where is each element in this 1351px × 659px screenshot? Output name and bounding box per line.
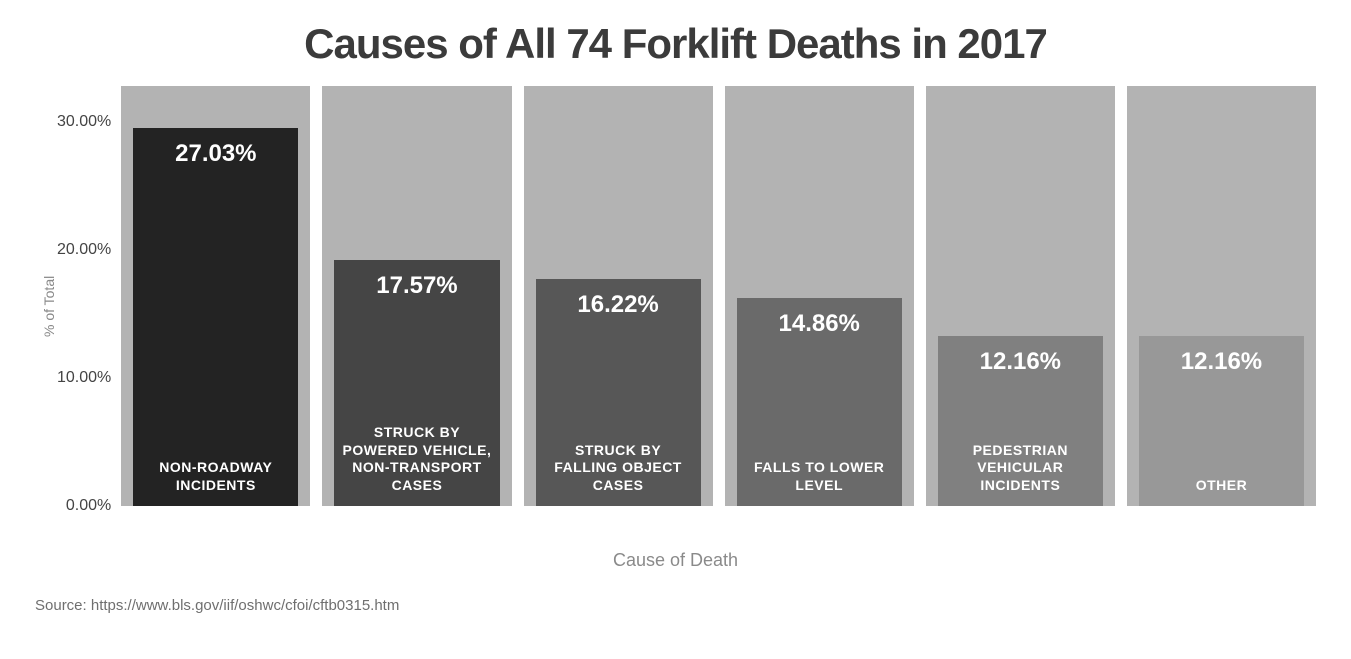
bar: 12.16% OTHER [1139,336,1304,506]
bar-panel: 12.16% OTHER [1127,86,1316,506]
y-axis-ticks: 30.00% 20.00% 10.00% 0.00% [57,106,121,506]
bar-category-label: FALLS TO LOWER LEVEL [745,459,894,494]
bar-value-label: 14.86% [779,310,860,338]
bar: 17.57% STRUCK BY POWERED VEHICLE, NON-TRA… [334,260,499,506]
bar-panel: 27.03% NON-ROADWAY INCIDENTS [121,86,310,506]
y-axis-label: % of Total [35,86,57,526]
bar-category-label: OTHER [1147,477,1296,495]
source-prefix: Source: [35,597,91,614]
source-text: https://www.bls.gov/iif/oshwc/cfoi/cftb0… [91,597,399,614]
y-tick: 0.00% [66,498,111,514]
bar: 12.16% PEDESTRIAN VEHICULAR INCIDENTS [938,336,1103,506]
bar-value-label: 17.57% [376,272,457,300]
bar: 27.03% NON-ROADWAY INCIDENTS [133,128,298,506]
source-line: Source: https://www.bls.gov/iif/oshwc/cf… [35,597,1316,614]
bar-category-label: STRUCK BY POWERED VEHICLE, NON-TRANSPORT… [342,424,491,494]
chart-container: Causes of All 74 Forklift Deaths in 2017… [0,0,1351,659]
bar-panel: 16.22% STRUCK BY FALLING OBJECT CASES [524,86,713,506]
bar-value-label: 27.03% [175,140,256,168]
bar-panel: 14.86% FALLS TO LOWER LEVEL [725,86,914,506]
bar-panel: 17.57% STRUCK BY POWERED VEHICLE, NON-TRA… [322,86,511,506]
bar-category-label: PEDESTRIAN VEHICULAR INCIDENTS [946,442,1095,495]
bar-value-label: 12.16% [980,348,1061,376]
y-tick: 30.00% [57,114,111,130]
chart-title: Causes of All 74 Forklift Deaths in 2017 [35,20,1316,68]
y-tick: 20.00% [57,242,111,258]
bar-category-label: NON-ROADWAY INCIDENTS [141,459,290,494]
bars-area: 27.03% NON-ROADWAY INCIDENTS 17.57% STRUCK … [121,86,1316,506]
y-tick: 10.00% [57,370,111,386]
bar: 16.22% STRUCK BY FALLING OBJECT CASES [536,279,701,506]
bar-value-label: 12.16% [1181,348,1262,376]
x-axis-label: Cause of Death [35,550,1316,571]
bar-category-label: STRUCK BY FALLING OBJECT CASES [544,442,693,495]
bar-panel: 12.16% PEDESTRIAN VEHICULAR INCIDENTS [926,86,1115,506]
bar-value-label: 16.22% [577,291,658,319]
bar: 14.86% FALLS TO LOWER LEVEL [737,298,902,506]
plot-area: % of Total 30.00% 20.00% 10.00% 0.00% 27… [35,86,1316,526]
